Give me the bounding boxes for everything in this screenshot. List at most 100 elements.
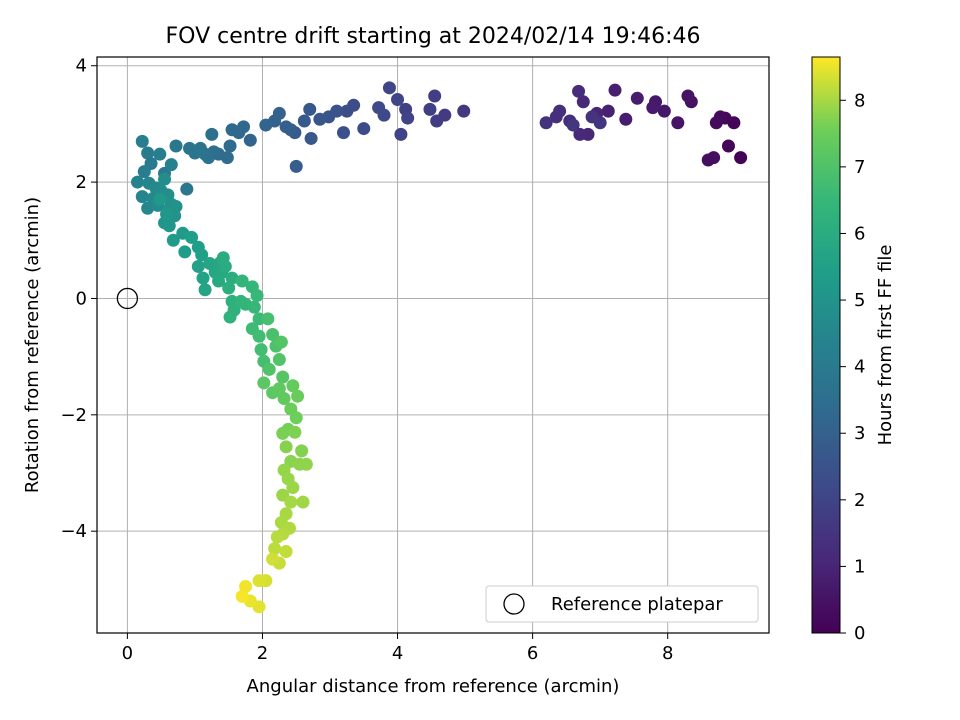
y-tick-label: −2 xyxy=(60,405,87,426)
scatter-point xyxy=(372,101,386,115)
scatter-point xyxy=(270,530,284,544)
scatter-point xyxy=(252,329,266,343)
scatter-point xyxy=(166,233,180,247)
scatter-point xyxy=(169,139,183,153)
colorbar-tick-label: 2 xyxy=(854,490,865,511)
scatter-point xyxy=(734,151,748,165)
scatter-point xyxy=(279,120,293,134)
scatter-point xyxy=(671,116,685,130)
scatter-point xyxy=(721,139,735,153)
colorbar-tick-label: 0 xyxy=(854,623,865,644)
y-tick-label: 2 xyxy=(76,172,87,193)
scatter-point xyxy=(288,425,302,439)
scatter-point xyxy=(235,589,249,603)
colorbar-gradient xyxy=(811,56,841,634)
scatter-point xyxy=(276,426,290,440)
scatter-point xyxy=(391,92,405,106)
scatter-point xyxy=(277,392,291,406)
scatter-point xyxy=(261,312,275,326)
scatter-point xyxy=(153,193,167,207)
colorbar-tick-label: 3 xyxy=(854,423,865,444)
scatter-point xyxy=(195,248,209,262)
y-axis-ticks: −4 −2 0 2 4 xyxy=(60,56,97,542)
scatter-point xyxy=(295,444,309,458)
scatter-point xyxy=(205,127,219,141)
x-tick-label: 2 xyxy=(257,643,268,664)
scatter-point xyxy=(162,219,176,233)
scatter-point xyxy=(430,114,444,128)
grid-lines xyxy=(97,57,769,633)
scatter-point xyxy=(137,165,151,179)
scatter-point xyxy=(428,89,442,103)
legend-box xyxy=(485,585,759,623)
x-axis-ticks: 0 2 4 6 8 xyxy=(122,633,673,664)
scatter-point xyxy=(539,116,553,130)
scatter-point xyxy=(646,101,660,115)
x-tick-label: 0 xyxy=(122,643,133,664)
x-tick-label: 6 xyxy=(527,643,538,664)
scatter-point xyxy=(303,102,317,116)
legend-label: Reference platepar xyxy=(551,594,723,615)
scatter-point xyxy=(286,481,300,495)
scatter-point xyxy=(259,118,273,132)
scatter-point xyxy=(262,362,276,376)
scatter-point xyxy=(289,159,303,173)
scatter-point xyxy=(299,457,313,471)
legend-marker xyxy=(503,593,525,615)
scatter-point xyxy=(225,123,239,137)
scatter-point xyxy=(212,274,226,288)
scatter-point xyxy=(340,104,354,118)
chart-title: FOV centre drift starting at 2024/02/14 … xyxy=(166,24,701,49)
scatter-point xyxy=(272,353,286,367)
scatter-point xyxy=(279,440,293,454)
scatter-point xyxy=(188,146,202,160)
reference-point xyxy=(116,287,139,310)
scatter-point xyxy=(223,310,237,324)
colorbar-ticks: 0 1 2 3 4 5 6 7 8 xyxy=(840,90,865,644)
scatter-point xyxy=(701,153,715,167)
scatter-point xyxy=(608,83,622,97)
scatter-point xyxy=(247,300,261,314)
scatter-point xyxy=(279,545,293,559)
scatter-point xyxy=(268,542,282,556)
scatter-point xyxy=(284,495,298,509)
y-axis-label: Rotation from reference (arcmin) xyxy=(22,197,43,493)
scatter-point xyxy=(223,139,237,153)
colorbar-tick-label: 8 xyxy=(854,90,865,111)
scatter-point xyxy=(158,172,172,186)
scatter-point xyxy=(313,112,327,126)
scatter-point xyxy=(243,133,257,147)
scatter-point xyxy=(180,182,194,196)
scatter-point xyxy=(135,190,149,204)
scatter-point xyxy=(135,134,149,148)
scatter-point xyxy=(185,230,199,244)
scatter-point xyxy=(423,102,437,116)
legend: Reference platepar xyxy=(485,585,759,623)
scatter-point xyxy=(276,370,290,384)
scatter-point xyxy=(235,274,249,288)
y-tick-label: −4 xyxy=(60,521,87,542)
colorbar-tick-label: 4 xyxy=(854,357,865,378)
colorbar-tick-label: 6 xyxy=(854,223,865,244)
scatter-point xyxy=(196,271,210,285)
scatter-point xyxy=(657,104,671,118)
scatter-point xyxy=(178,245,192,259)
scatter-point xyxy=(131,175,145,189)
colorbar-tick-label: 7 xyxy=(854,157,865,178)
scatter-point xyxy=(296,495,310,509)
x-tick-label: 8 xyxy=(662,643,673,664)
scatter-point xyxy=(289,411,303,425)
scatter-point xyxy=(566,118,580,132)
colorbar-tick-label: 5 xyxy=(854,290,865,311)
scatter-point xyxy=(286,379,300,393)
scatter-point xyxy=(681,89,695,103)
scatter-point xyxy=(573,127,587,141)
scatter-point xyxy=(337,126,351,140)
scatter-point xyxy=(141,201,155,215)
x-tick-label: 4 xyxy=(392,643,403,664)
scatter-point xyxy=(252,574,266,588)
y-tick-label: 0 xyxy=(76,288,87,309)
scatter-point xyxy=(382,81,396,95)
scatter-point xyxy=(266,328,280,342)
